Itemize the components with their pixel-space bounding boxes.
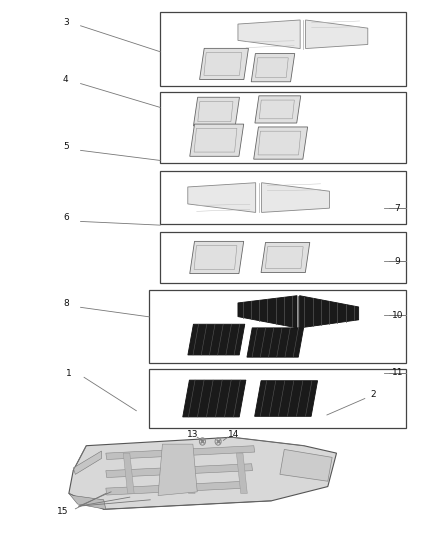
- Polygon shape: [190, 124, 244, 156]
- Polygon shape: [261, 183, 329, 213]
- Polygon shape: [237, 453, 247, 494]
- Text: 8: 8: [63, 299, 69, 308]
- Polygon shape: [69, 494, 106, 510]
- Bar: [149, 290, 406, 363]
- Polygon shape: [280, 449, 332, 481]
- Polygon shape: [69, 437, 336, 510]
- Text: 7: 7: [395, 204, 400, 213]
- Text: 15: 15: [57, 507, 69, 516]
- Bar: [160, 231, 406, 284]
- Text: 4: 4: [63, 75, 69, 84]
- Polygon shape: [106, 464, 253, 478]
- Polygon shape: [251, 53, 295, 82]
- Bar: [160, 92, 406, 163]
- Bar: [160, 171, 406, 224]
- Polygon shape: [73, 451, 102, 474]
- Text: 3: 3: [63, 18, 69, 27]
- Polygon shape: [188, 324, 245, 355]
- Polygon shape: [188, 183, 256, 213]
- Polygon shape: [123, 453, 134, 494]
- Polygon shape: [254, 381, 318, 416]
- Polygon shape: [194, 97, 240, 126]
- Polygon shape: [158, 444, 197, 496]
- Polygon shape: [200, 49, 248, 79]
- Polygon shape: [247, 328, 304, 357]
- Polygon shape: [238, 20, 300, 49]
- Polygon shape: [106, 481, 246, 495]
- Text: 6: 6: [63, 213, 69, 222]
- Polygon shape: [184, 453, 195, 494]
- Polygon shape: [306, 20, 368, 49]
- Text: 13: 13: [187, 430, 199, 439]
- Polygon shape: [255, 96, 301, 123]
- Text: 11: 11: [392, 368, 403, 377]
- Polygon shape: [238, 296, 297, 328]
- Polygon shape: [106, 446, 254, 459]
- Text: 2: 2: [371, 390, 376, 399]
- Text: 10: 10: [392, 311, 403, 320]
- Bar: [149, 369, 406, 428]
- Bar: [160, 12, 406, 86]
- Polygon shape: [254, 127, 307, 159]
- Polygon shape: [183, 380, 246, 417]
- Polygon shape: [300, 296, 359, 328]
- Polygon shape: [261, 243, 310, 272]
- Text: 9: 9: [395, 257, 400, 265]
- Text: 14: 14: [228, 430, 239, 439]
- Text: 5: 5: [63, 142, 69, 151]
- Polygon shape: [190, 241, 244, 273]
- Text: 1: 1: [66, 369, 72, 378]
